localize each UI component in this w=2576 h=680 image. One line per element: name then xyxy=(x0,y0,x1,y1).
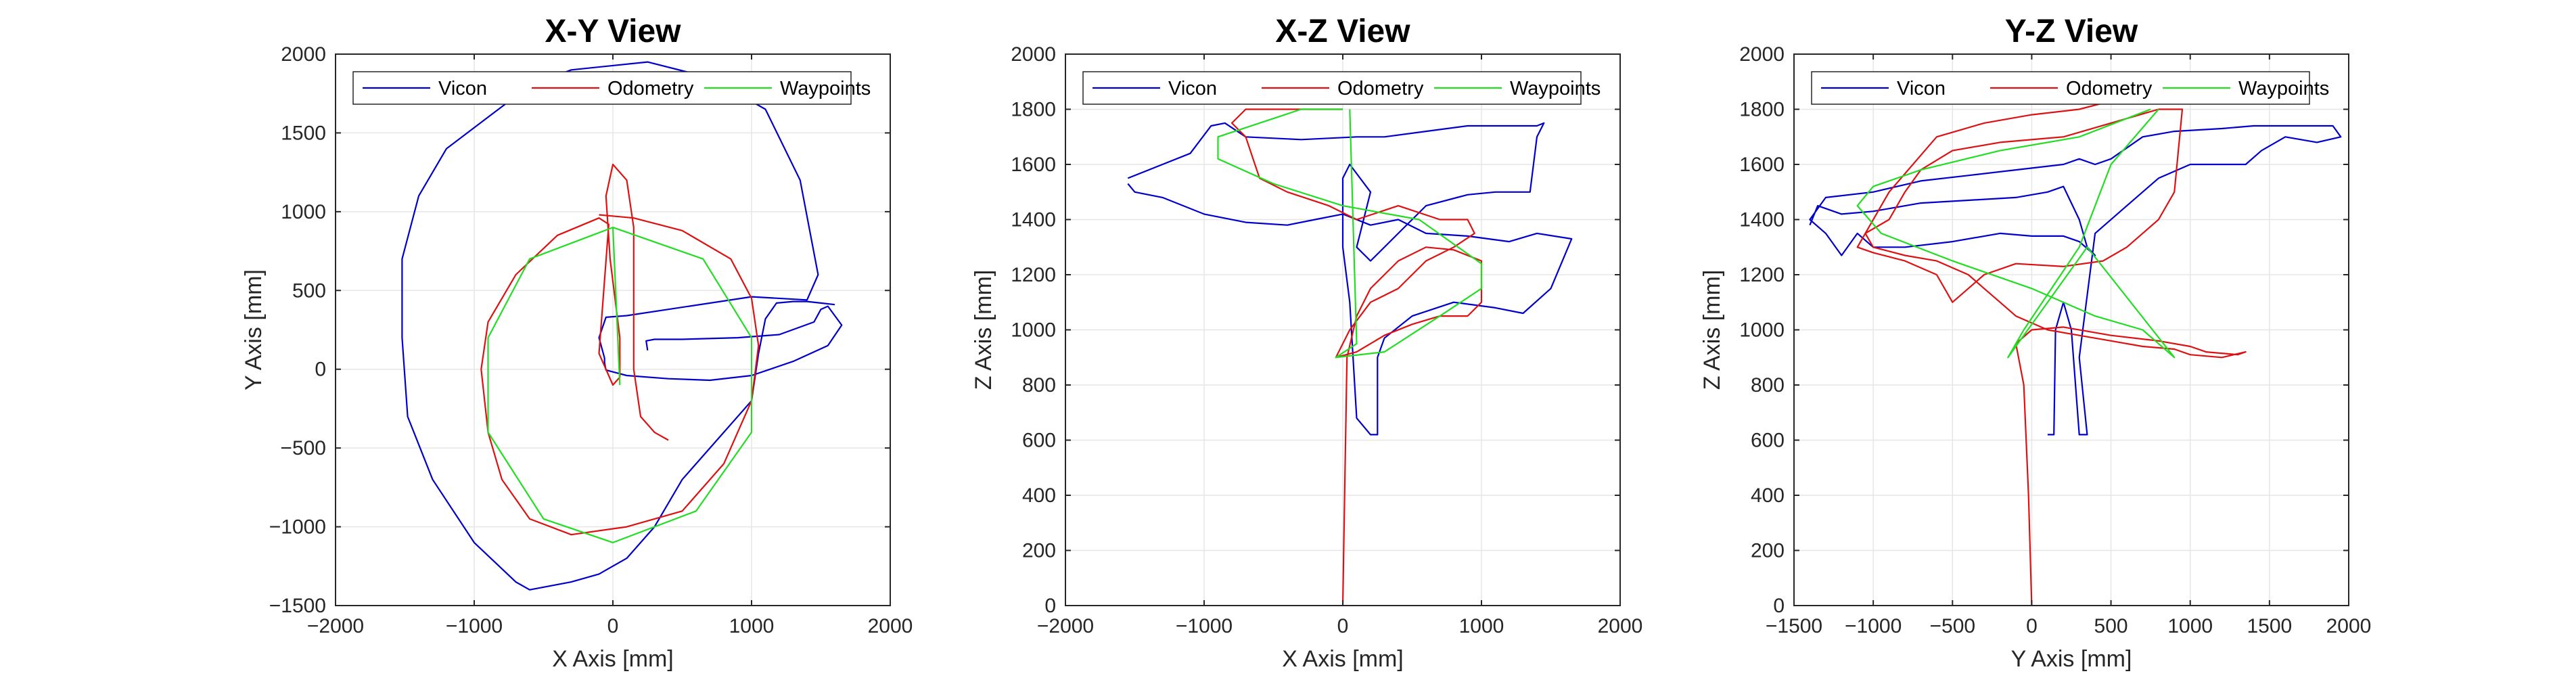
x-tick-label: −2000 xyxy=(1037,615,1094,637)
legend-label-waypoints: Waypoints xyxy=(1510,78,1601,99)
y-tick-label: 1400 xyxy=(1739,209,1785,231)
y-tick-label: 600 xyxy=(1022,430,1056,452)
legend: Vicon Odometry Waypoints xyxy=(1082,71,1601,105)
y-tick-label: 400 xyxy=(1022,484,1056,507)
series-line-odometry xyxy=(480,163,760,536)
y-tick-label: 0 xyxy=(1044,595,1056,617)
y-tick-label: 0 xyxy=(1773,595,1785,617)
series-line-waypoints xyxy=(1856,108,2176,359)
series-line-vicon xyxy=(1809,124,2342,436)
y-tick-label: 1800 xyxy=(1011,99,1056,121)
x-tick-label: 1000 xyxy=(1459,615,1504,637)
legend-label-odometry: Odometry xyxy=(2066,78,2153,99)
y-tick-label: 800 xyxy=(1022,374,1056,396)
series-line-odometry xyxy=(1856,100,2247,606)
x-tick-label: 2000 xyxy=(1598,615,1643,637)
legend-label-odometry: Odometry xyxy=(1337,78,1424,99)
legend-label-vicon: Vicon xyxy=(1897,78,1946,99)
y-tick-label: −1000 xyxy=(269,516,326,539)
y-tick-label: 1500 xyxy=(281,122,326,144)
y-axis-label: Z Axis [mm] xyxy=(971,270,996,390)
y-tick-label: 1400 xyxy=(1011,209,1056,231)
x-axis-label: X Axis [mm] xyxy=(1282,646,1403,672)
legend-label-waypoints: Waypoints xyxy=(2238,78,2329,99)
series-line-vicon xyxy=(1127,122,1573,436)
x-axis-label: Y Axis [mm] xyxy=(2011,646,2132,672)
y-tick-label: 1600 xyxy=(1011,154,1056,176)
y-tick-label: 500 xyxy=(292,279,326,302)
legend-box xyxy=(352,71,852,105)
legend-label-vicon: Vicon xyxy=(438,78,487,99)
x-tick-label: −1000 xyxy=(446,615,503,637)
y-tick-label: 1200 xyxy=(1011,264,1056,286)
legend-label-vicon: Vicon xyxy=(1168,78,1217,99)
y-axis-label: Z Axis [mm] xyxy=(1699,270,1725,390)
y-tick-label: 800 xyxy=(1751,374,1785,396)
x-tick-label: 2000 xyxy=(2326,615,2372,637)
chart-panel-3: −1500 −1000 −500 0 500 1000 1500 2000 0 200 400 600… xyxy=(1699,14,2371,672)
x-tick-label: 1000 xyxy=(729,615,775,637)
x-axis-label: X Axis [mm] xyxy=(552,646,673,672)
x-tick-label: −1000 xyxy=(1845,615,1902,637)
series-line-waypoints xyxy=(487,227,753,543)
y-tick-label: 2000 xyxy=(281,43,326,66)
series-line-waypoints xyxy=(1217,108,1483,359)
y-tick-label: 2000 xyxy=(1011,43,1056,66)
x-tick-label: 2000 xyxy=(868,615,913,637)
y-tick-label: 1800 xyxy=(1739,99,1785,121)
x-tick-label: 0 xyxy=(1337,615,1349,637)
y-axis-label: Y Axis [mm] xyxy=(241,269,267,390)
y-tick-label: 0 xyxy=(315,359,326,381)
chart-title: X-Z View xyxy=(1275,14,1410,49)
chart-title: X-Y View xyxy=(545,14,682,49)
x-tick-label: 1500 xyxy=(2247,615,2292,637)
y-tick-label: 1000 xyxy=(281,201,326,223)
series-line-odometry xyxy=(1230,108,1483,606)
chart-title: Y-Z View xyxy=(2005,14,2138,49)
x-tick-label: 0 xyxy=(2026,615,2038,637)
legend: Vicon Odometry Waypoints xyxy=(352,71,871,105)
y-tick-label: 200 xyxy=(1751,540,1785,562)
x-tick-label: 0 xyxy=(607,615,619,637)
y-tick-label: −500 xyxy=(280,437,326,459)
x-tick-label: 500 xyxy=(2094,615,2128,637)
x-tick-label: 1000 xyxy=(2167,615,2213,637)
y-tick-label: 200 xyxy=(1022,540,1056,562)
x-tick-label: −500 xyxy=(1929,615,1975,637)
legend: Vicon Odometry Waypoints xyxy=(1811,71,2329,105)
y-tick-label: −1500 xyxy=(269,595,326,617)
x-tick-label: −1500 xyxy=(1766,615,1822,637)
y-tick-label: 600 xyxy=(1751,430,1785,452)
chart-panel-2: −2000 −1000 0 1000 2000 0 200 400 600 800 1000 1200… xyxy=(971,14,1642,672)
x-tick-label: −1000 xyxy=(1176,615,1233,637)
y-tick-label: 1000 xyxy=(1011,319,1056,342)
y-tick-label: 1200 xyxy=(1739,264,1785,286)
y-tick-label: 2000 xyxy=(1739,43,1785,66)
y-tick-label: 1600 xyxy=(1739,154,1785,176)
legend-label-odometry: Odometry xyxy=(607,78,694,99)
legend-label-waypoints: Waypoints xyxy=(780,78,871,99)
chart-panel-1: −2000 −1000 0 1000 2000 −1500 −1000 −500 0 500 100… xyxy=(241,14,913,672)
y-tick-label: 400 xyxy=(1751,484,1785,507)
x-tick-label: −2000 xyxy=(307,615,364,637)
y-tick-label: 1000 xyxy=(1739,319,1785,342)
